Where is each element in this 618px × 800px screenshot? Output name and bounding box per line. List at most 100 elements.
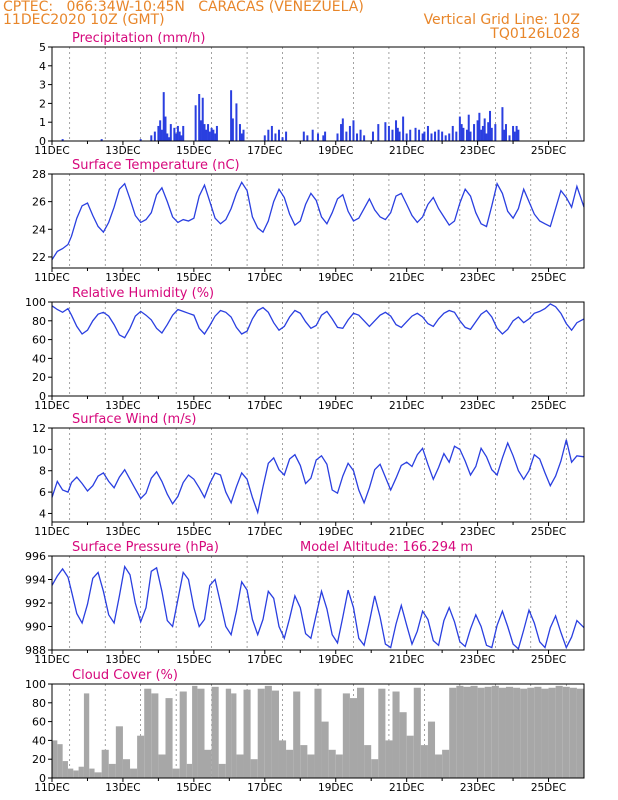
x-tick-label: 21DEC [389, 272, 424, 284]
panel-2 [48, 301, 585, 400]
cloud-bar [520, 688, 528, 778]
x-tick-label: 21DEC [389, 145, 424, 157]
cloud-bar [328, 749, 336, 778]
x-tick-label: 13DEC [105, 782, 140, 794]
precip-bar [421, 133, 424, 141]
precip-bar [489, 110, 492, 141]
precip-bar [139, 139, 142, 141]
cloud-bar [413, 687, 421, 778]
precip-bar [242, 129, 245, 141]
cloud-bar [463, 686, 471, 778]
cloud-bar [562, 686, 570, 778]
precip-bar [398, 131, 401, 141]
precip-bar [341, 118, 344, 141]
x-tick-label: 15DEC [176, 145, 211, 157]
cloud-bar [513, 687, 521, 778]
precip-bar [409, 129, 412, 141]
cloud-bar [89, 768, 95, 778]
x-tick-label: 17DEC [247, 782, 282, 794]
cloud-bar [211, 686, 219, 778]
cloud-bar [73, 770, 79, 778]
panel-title: Surface Pressure (hPa) [72, 540, 219, 555]
precip-bar [212, 129, 215, 141]
precip-bar [61, 139, 64, 141]
precip-bar [455, 131, 458, 141]
precip-bar [322, 135, 325, 141]
precip-bar [150, 135, 153, 141]
x-tick-label: 11DEC [34, 782, 69, 794]
precip-bar [517, 129, 520, 141]
cloud-bar [186, 763, 193, 778]
x-tick-label: 19DEC [318, 654, 353, 666]
precip-bar [231, 118, 234, 141]
x-tick-label: 21DEC [389, 400, 424, 412]
y-tick-label: 40 [32, 734, 46, 747]
precip-bar [458, 116, 461, 141]
cloud-bar [101, 749, 109, 778]
precip-bar [157, 125, 160, 141]
cloud-bar [172, 768, 180, 778]
cloud-bar [548, 687, 556, 778]
x-tick-label: 17DEC [247, 400, 282, 412]
cloud-bar [243, 689, 251, 778]
cloud-bar [83, 693, 90, 778]
cloud-bar [314, 688, 322, 778]
x-tick-label: 21DEC [389, 782, 424, 794]
x-tick-label: 19DEC [318, 400, 353, 412]
cloud-bar [165, 698, 173, 778]
precip-bar [198, 94, 201, 141]
x-tick-label: 23DEC [460, 654, 495, 666]
precip-bar [180, 135, 183, 141]
y-tick-label: 60 [32, 334, 46, 347]
precip-bar [235, 103, 238, 141]
cloud-bar [357, 687, 365, 778]
x-tick-label: 21DEC [389, 526, 424, 538]
cloud-bar [62, 761, 68, 778]
date-header: 11DEC2020 10Z (GMT) [3, 12, 165, 28]
x-tick-label: 15DEC [176, 782, 211, 794]
precip-bar [395, 120, 398, 141]
precip-bar [508, 135, 511, 141]
precip-bar [153, 131, 156, 141]
cloud-bar [349, 698, 358, 778]
panel-title: Relative Humidity (%) [72, 286, 214, 301]
x-tick-label: 25DEC [531, 654, 566, 666]
precip-bar [281, 137, 284, 141]
precip-bar [263, 135, 266, 141]
cloud-bar [250, 759, 258, 778]
cloud-bar [144, 688, 152, 778]
y-tick-label: 28 [32, 168, 46, 181]
cloud-bar [52, 740, 58, 778]
cloud-bar [137, 735, 145, 778]
cloud-bar [204, 749, 212, 778]
x-tick-label: 17DEC [247, 272, 282, 284]
cloud-bar [442, 749, 450, 778]
precip-bar [159, 120, 162, 141]
cloud-bar [470, 685, 478, 778]
y-tick-label: 4 [39, 507, 46, 520]
x-tick-label: 19DEC [318, 526, 353, 538]
cloud-bar [300, 745, 308, 778]
precip-bar [467, 114, 470, 141]
y-tick-label: 22 [32, 251, 46, 264]
precip-bar [277, 129, 280, 141]
grid-note: Vertical Grid Line: 10Z [423, 12, 580, 28]
code-label: TQ0126L028 [490, 26, 580, 42]
cloud-bar [78, 766, 84, 778]
precip-bar [476, 120, 479, 141]
panel-0 [48, 46, 585, 145]
x-tick-label: 23DEC [460, 272, 495, 284]
x-tick-label: 21DEC [389, 654, 424, 666]
precip-bar [437, 129, 440, 141]
cloud-bar [505, 686, 514, 778]
precip-bar [469, 131, 472, 141]
precip-bar [208, 131, 211, 141]
precip-bar [164, 116, 167, 141]
precip-bar [173, 127, 176, 141]
precip-bar [356, 133, 359, 141]
precip-bar [451, 125, 454, 141]
precip-bar [402, 116, 405, 141]
cloud-bar [151, 693, 159, 778]
cloud-bar [498, 687, 506, 778]
precip-bar [203, 124, 206, 141]
